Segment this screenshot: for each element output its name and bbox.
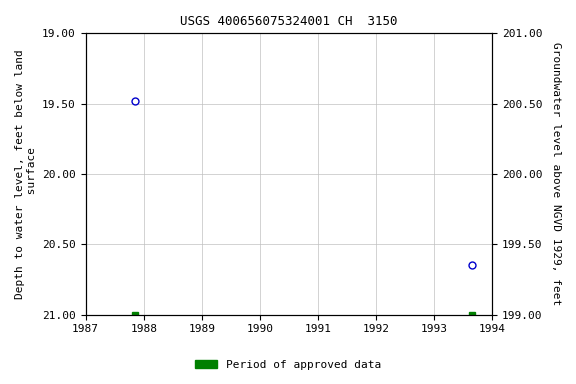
Y-axis label: Depth to water level, feet below land
 surface: Depth to water level, feet below land su… — [15, 49, 37, 299]
Y-axis label: Groundwater level above NGVD 1929, feet: Groundwater level above NGVD 1929, feet — [551, 42, 561, 306]
Title: USGS 400656075324001 CH  3150: USGS 400656075324001 CH 3150 — [180, 15, 398, 28]
Legend: Period of approved data: Period of approved data — [191, 356, 385, 375]
